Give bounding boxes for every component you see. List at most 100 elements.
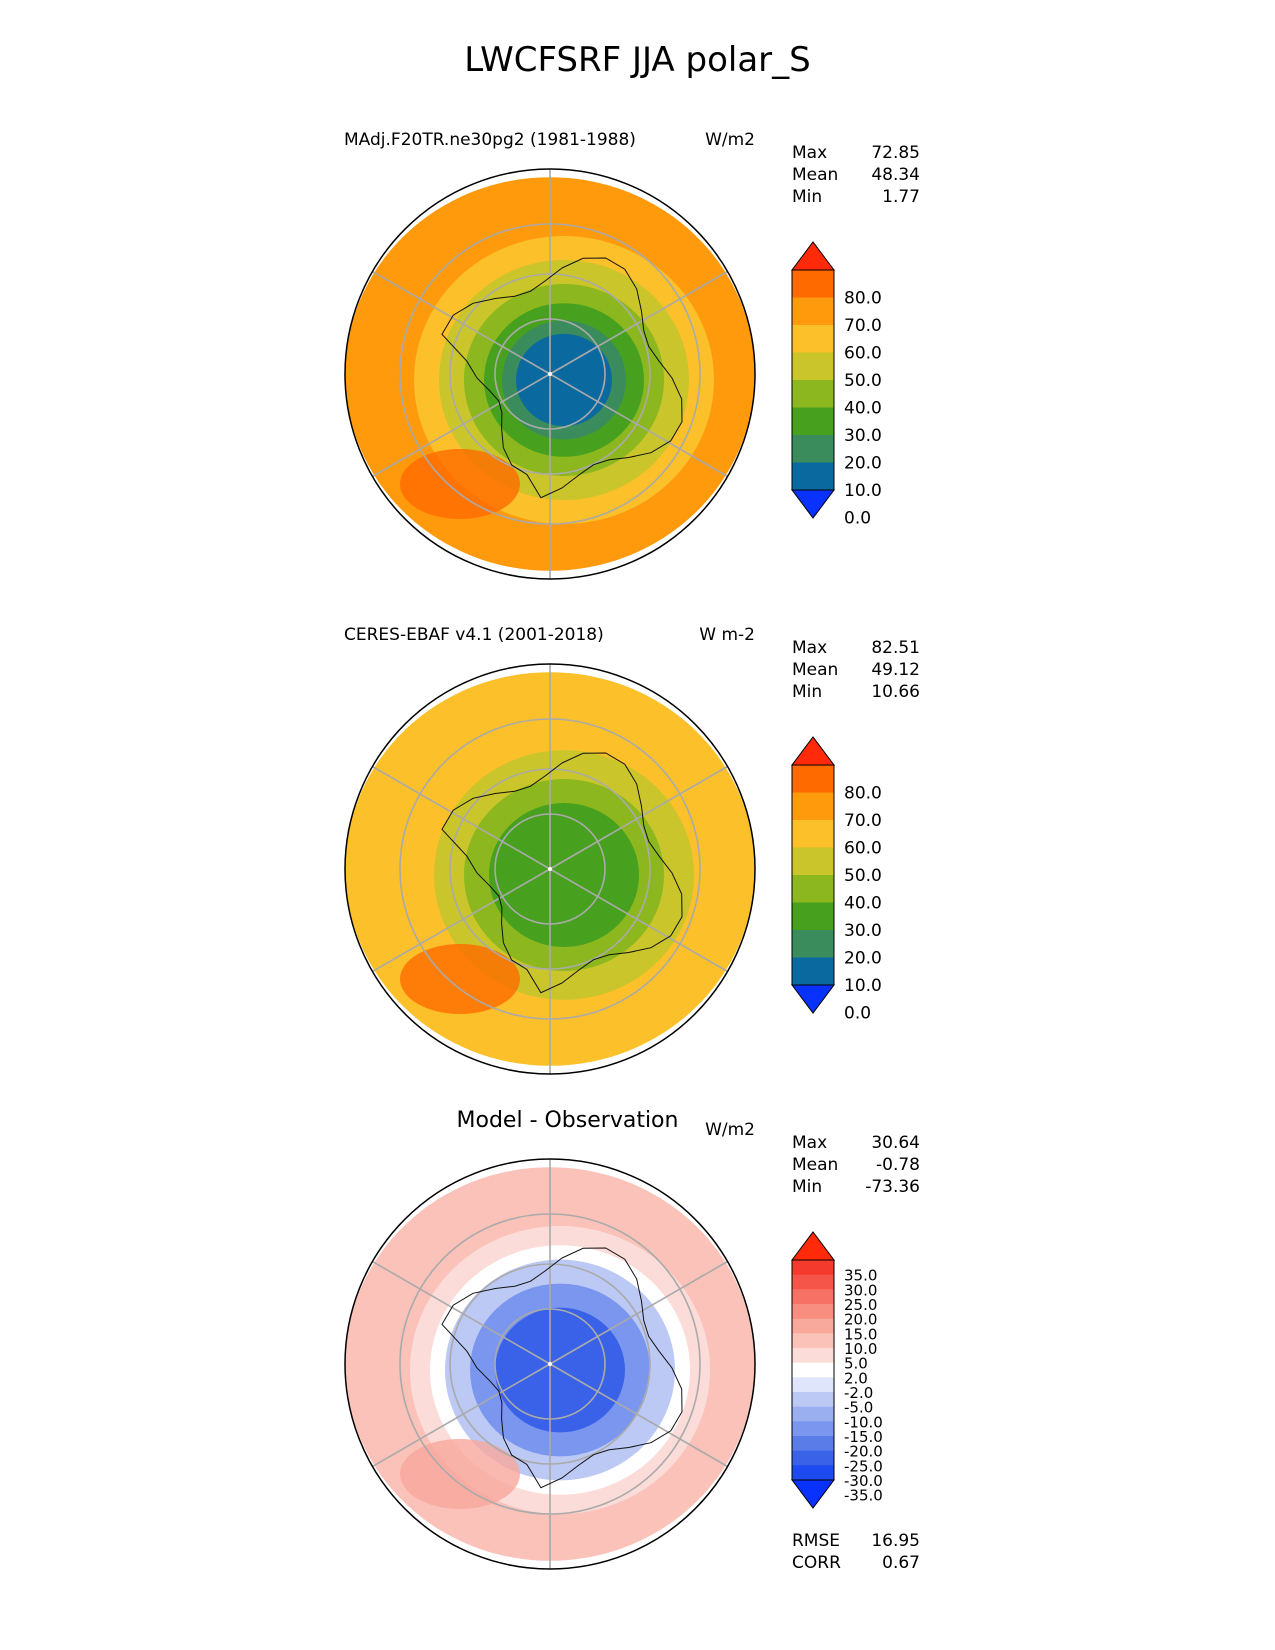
map-patch [400, 944, 520, 1014]
colorbar-swatch [792, 1406, 834, 1422]
colorbar-swatch [792, 1318, 834, 1334]
colorbar-tick-label: -20.0 [844, 1443, 883, 1461]
colorbar-swatch [792, 930, 834, 958]
map-band [489, 803, 639, 947]
colorbar-swatch [792, 1362, 834, 1378]
colorbar-swatch [792, 902, 834, 931]
colorbar-swatch [792, 1274, 834, 1290]
colorbar-swatch [792, 1348, 834, 1364]
colorbar-tick-label: 35.0 [844, 1267, 877, 1285]
pole-marker [548, 1362, 552, 1366]
colorbar-swatch [792, 462, 834, 491]
colorbar-extend-min [791, 984, 835, 1014]
meridian-line [549, 868, 728, 973]
corr-value: 0.67 [882, 1553, 920, 1573]
panel-obs: CERES-EBAF v4.1 (2001-2018) W m-2 Max 82.… [0, 625, 1275, 1105]
colorbar-tick-label: -2.0 [844, 1384, 873, 1402]
meridian-line [549, 373, 728, 478]
colorbar-tick-label: 20.0 [844, 949, 882, 969]
colorbar-swatch [792, 957, 834, 986]
map-patch [400, 449, 520, 519]
polar-map-obs [344, 663, 756, 1075]
colorbar-tick-label: 10.0 [844, 1340, 877, 1358]
colorbar-tick-label: 10.0 [844, 481, 882, 501]
colorbar-tick-label: 70.0 [844, 316, 882, 336]
colorbar-tick-label: 80.0 [844, 289, 882, 309]
colorbar-tick-label: 20.0 [844, 454, 882, 474]
colorbar-swatch [792, 847, 834, 876]
colorbar-swatch [792, 875, 834, 903]
colorbar-tick-label: 60.0 [844, 839, 882, 859]
colorbar-swatch [792, 1304, 834, 1320]
colorbar-swatch [792, 352, 834, 381]
colorbar-obs: 80.0 70.0 60.0 50.0 40.0 30.0 20.0 10.0 0.0 [791, 736, 882, 1024]
colorbar-tick-label: 10.0 [844, 976, 882, 996]
colorbar-tick-label: -30.0 [844, 1472, 883, 1490]
meridian-line [372, 765, 551, 870]
error-metrics: RMSE 16.95 CORR 0.67 [792, 1530, 920, 1574]
polar-map-model [344, 168, 756, 580]
meridian-line [372, 270, 551, 375]
colorbar-tick-label: 0.0 [844, 1004, 871, 1024]
colorbar-swatch [792, 1289, 834, 1305]
colorbar-swatch [792, 1450, 834, 1466]
colorbar-tick-label: -10.0 [844, 1413, 883, 1431]
colorbar-swatch [792, 1421, 834, 1437]
colorbar-extend-max [791, 736, 835, 766]
stats-box: Max 82.51 Mean 49.12 Min 10.66 [792, 637, 920, 703]
colorbar-swatch [792, 435, 834, 463]
colorbar-swatch [792, 820, 834, 848]
colorbar-swatch [792, 1392, 834, 1408]
meridian-line [549, 1363, 728, 1468]
stat-max: 30.64 [871, 1133, 920, 1153]
colorbar-tick-label: 60.0 [844, 344, 882, 364]
colorbar-tick-label: 40.0 [844, 894, 882, 914]
coastline [441, 257, 683, 499]
colorbar-tick-label: 80.0 [844, 784, 882, 804]
map-boundary [344, 1158, 756, 1570]
panel-unit: W/m2 [705, 1120, 755, 1140]
map-band [516, 333, 612, 427]
panel-unit: W/m2 [705, 130, 755, 150]
stat-label-mean: Mean [792, 660, 839, 680]
colorbar-tick-label: 5.0 [844, 1355, 868, 1373]
colorbar-frame [791, 764, 835, 986]
colorbar-swatch [792, 1465, 834, 1481]
stat-label-max: Max [792, 1133, 828, 1153]
corr-label: CORR [792, 1553, 841, 1573]
stat-mean: -0.78 [876, 1155, 920, 1175]
colorbar-tick-label: -15.0 [844, 1428, 883, 1446]
stat-mean: 49.12 [871, 660, 920, 680]
colorbar-tick-label: 30.0 [844, 921, 882, 941]
colorbar-swatch [792, 1436, 834, 1452]
stat-label-min: Min [792, 187, 823, 207]
stat-max: 72.85 [871, 143, 920, 163]
map-boundary [344, 663, 756, 1075]
colorbar-swatch [792, 792, 834, 821]
rmse-value: 16.95 [871, 1531, 920, 1551]
colorbar-tick-label: -5.0 [844, 1399, 873, 1417]
colorbar-tick-label: -25.0 [844, 1457, 883, 1475]
colorbar-swatch [792, 1260, 834, 1276]
polar-map-diff [344, 1158, 756, 1570]
colorbar-swatch [792, 765, 834, 793]
colorbar-tick-label: 0.0 [844, 509, 871, 529]
colorbar-swatch [792, 270, 834, 298]
colorbar-tick-label: 50.0 [844, 866, 882, 886]
stat-label-min: Min [792, 682, 823, 702]
stat-label-min: Min [792, 1177, 823, 1197]
colorbar-frame [791, 1259, 835, 1481]
stat-mean: 48.34 [871, 165, 920, 185]
stat-label-max: Max [792, 143, 828, 163]
coastline [441, 752, 683, 994]
panel-diff: Model - Observation W/m2 Max 30.64 Mean -0… [0, 1108, 1275, 1600]
colorbar-frame [791, 269, 835, 491]
colorbar-tick-label: 25.0 [844, 1296, 877, 1314]
stat-label-max: Max [792, 638, 828, 658]
meridian-line [372, 868, 551, 973]
colorbar-tick-label: 2.0 [844, 1369, 868, 1387]
colorbar-swatch [792, 1377, 834, 1393]
pole-marker [548, 372, 552, 376]
map-boundary [344, 168, 756, 580]
panel-title: Model - Observation [456, 1108, 679, 1133]
